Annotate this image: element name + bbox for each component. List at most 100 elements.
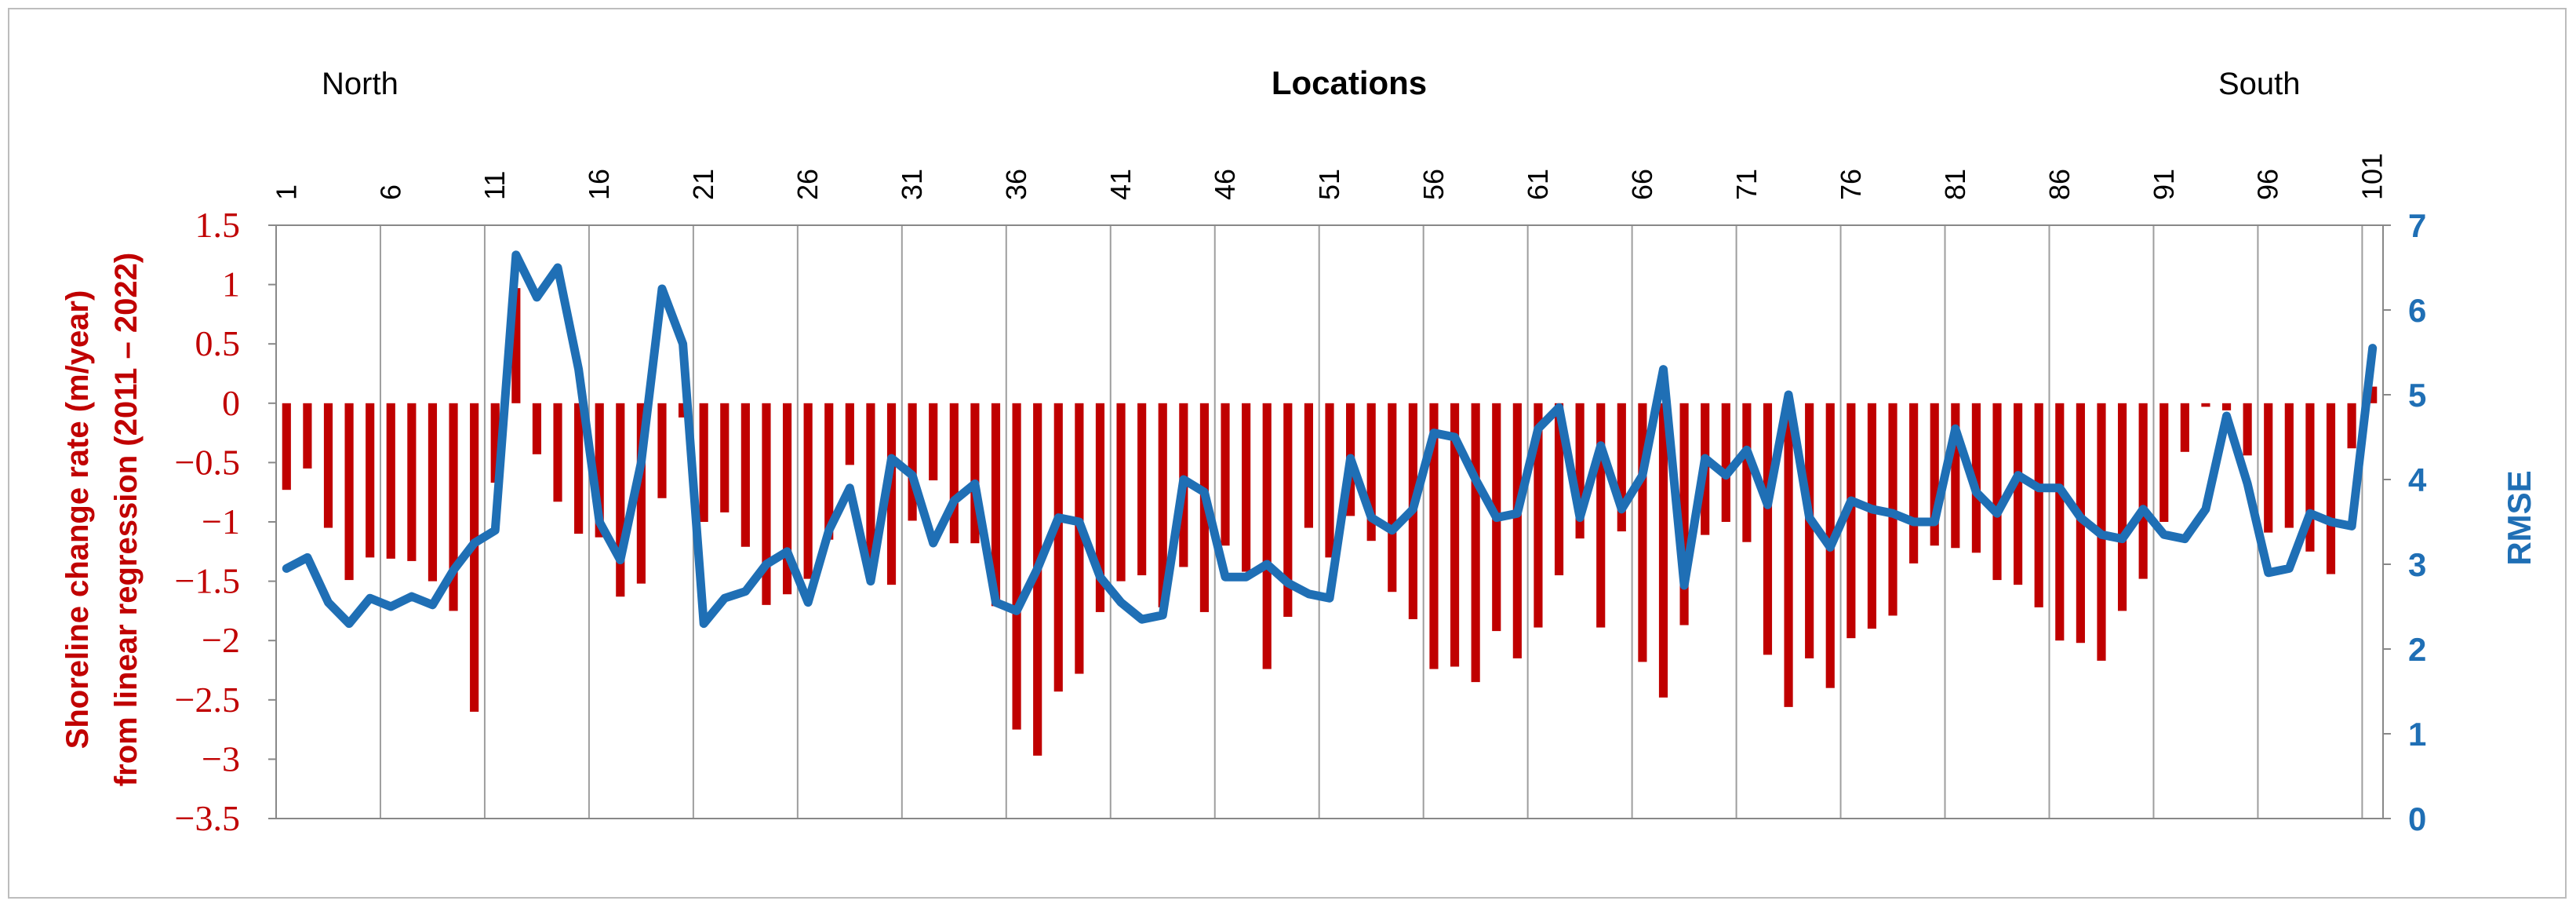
bar [1721,403,1730,522]
bar [845,403,854,465]
right-axis-label: RMSE [2501,470,2538,565]
bar [303,403,312,469]
left-tick-label: 1 [222,264,240,304]
bar [1846,403,1856,639]
x-tick-label: 1 [270,184,302,200]
bar [908,403,917,521]
left-tick-label: 0 [222,383,240,423]
bar [2264,403,2273,533]
x-tick-label: 71 [1730,169,1763,200]
bar [1638,403,1647,662]
bar [1262,403,1272,669]
bar [1095,403,1105,612]
bar [532,403,542,454]
south-annotation: South [2218,67,2301,101]
bar [511,288,521,403]
bar [636,403,646,584]
bar [1283,403,1293,617]
bar [1429,403,1439,669]
bar [1366,403,1376,542]
x-tick-label: 21 [687,169,719,200]
bar [1909,403,1919,563]
bar [2180,403,2189,452]
x-tick-label: 76 [1835,169,1867,200]
x-tick-label: 91 [2148,169,2180,200]
bar [1325,403,1334,558]
bar [1930,403,1939,546]
x-tick-labels: 1 6 11 16 21 26 31 36 41 46 51 56 61 66 71 76 81 86 91 96 10… [270,153,2388,200]
left-axis-label-line-2: from linear regression (2011 – 2022) [109,253,144,786]
bar [2243,403,2252,456]
bar [490,403,500,483]
bar [323,403,333,528]
bar [595,403,604,538]
x-tick-label: 6 [374,184,406,200]
rmse-line [282,250,2378,629]
bar [1763,403,1773,655]
bar [866,403,875,576]
bar [2014,403,2023,585]
bar [2284,403,2294,528]
left-axis-label-line-1: Shoreline change rate (m/year) [60,290,95,749]
bar [886,403,897,585]
left-tick-label: −0.5 [175,442,240,482]
gridlines [275,225,2363,819]
bar [699,403,708,522]
left-tick-label: −2.5 [175,680,240,720]
bar [1471,403,1480,683]
bar [1992,403,2002,581]
right-tick-label: 5 [2408,377,2426,414]
bar [1679,403,1689,625]
bar [1158,403,1167,607]
bar [1012,403,1021,730]
bar [949,403,959,544]
left-tick-label: 0.5 [195,323,241,363]
bar [2201,403,2210,407]
bar [1075,403,1084,674]
bar [1221,403,1230,546]
bar [407,403,417,561]
bar [1304,403,1313,528]
bar [1971,403,1981,553]
bar [929,403,938,481]
bar [616,403,625,597]
left-tick-label: −3.5 [175,798,240,838]
bar [2368,386,2378,403]
bar [2159,403,2169,522]
bar [782,403,792,595]
left-tick-label: 1.5 [195,205,241,245]
north-annotation: North [322,67,398,101]
bar [428,403,438,582]
left-tick-label: −3 [202,738,240,779]
bar [762,403,771,605]
bar [2138,403,2148,579]
bar [282,403,291,490]
bar [1053,403,1063,692]
x-tick-label: 16 [583,169,615,200]
bar [824,403,834,540]
x-tick-label: 26 [791,169,824,200]
left-tick-labels: 1.5 1 0.5 0 −0.5 −1 −1.5 −2 −2.5 −3 −3.5 [175,205,240,838]
right-tick-label: 1 [2408,716,2426,753]
bar [1596,403,1606,628]
bar [1116,403,1126,582]
x-tick-label: 86 [2043,169,2076,200]
left-tick-label: −1.5 [175,561,240,601]
x-tick-label: 61 [1522,169,1554,200]
left-axis-label: Shoreline change rate (m/year) from line… [60,253,144,786]
bar [366,403,375,558]
line-series-rmse [282,250,2378,629]
bar [1784,403,1793,707]
bar [386,403,395,559]
bar [2347,403,2356,449]
left-tick-label: −1 [202,501,240,542]
bar [1575,403,1585,539]
bar [2055,403,2065,641]
x-tick-label: 46 [1209,169,1241,200]
right-tick-label: 0 [2408,800,2426,837]
bar [991,403,1001,607]
bar [1033,403,1042,756]
right-tick-label: 7 [2408,207,2426,244]
bar [1242,403,1251,572]
